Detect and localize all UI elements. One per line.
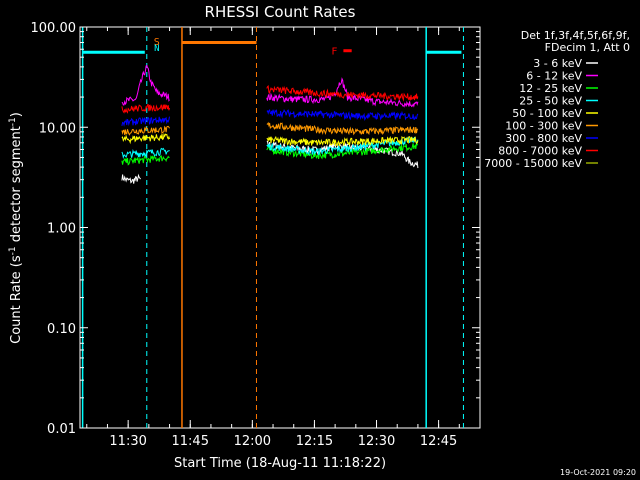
series-100-300-keV-kev <box>121 121 419 136</box>
x-tick-label: 12:00 <box>234 434 271 449</box>
saa-label: S <box>154 37 160 48</box>
series-12-25-keV-kev <box>121 141 419 166</box>
legend-label: 300 - 800 keV <box>505 132 582 145</box>
series-line <box>121 147 170 160</box>
series-line <box>266 108 419 121</box>
series-line <box>266 135 419 147</box>
y-tick-label: 1.00 <box>47 222 76 237</box>
series-line <box>121 132 170 145</box>
legend-label: 800 - 7000 keV <box>498 145 582 158</box>
y-tick-label: 100.00 <box>31 21 77 36</box>
x-axis-label: Start Time (18-Aug-11 11:18:22) <box>174 456 386 471</box>
legend-label: 25 - 50 keV <box>519 95 582 108</box>
y-axis-label-part2: detector segment <box>9 126 24 246</box>
plot-frame <box>79 26 481 429</box>
markers-layer: SN F <box>81 27 464 428</box>
series-25-50-keV-kev <box>121 136 419 160</box>
flare-label: F <box>331 47 337 58</box>
series-300-800-keV-kev <box>121 108 419 127</box>
y-tick-label: 0.01 <box>47 422 76 437</box>
y-axis-label: Count Rate (s-1 detector segment-1) <box>8 112 24 344</box>
series-line <box>121 64 170 106</box>
legend-label: 50 - 100 keV <box>512 107 582 120</box>
legend: Det 1f,3f,4f,5f,6f,9f, FDecim 1, Att 0 3… <box>484 29 630 170</box>
legend-label: 100 - 300 keV <box>505 120 582 133</box>
legend-label: 3 - 6 keV <box>533 57 582 70</box>
x-tick-label: 11:45 <box>172 434 209 449</box>
series-800-7000-keV-kev <box>121 85 419 114</box>
legend-header-line1: Det 1f,3f,4f,5f,6f,9f, <box>521 29 630 42</box>
ticks-layer: 11:30 11:45 12:00 12:15 12:30 12:45 0.01 0.10 1.… <box>31 21 481 449</box>
x-tick-label: 12:45 <box>420 434 457 449</box>
series-line <box>266 85 419 102</box>
legend-header-line2: FDecim 1, Att 0 <box>545 41 630 54</box>
series-line <box>121 125 170 136</box>
legend-label: 6 - 12 keV <box>526 70 582 83</box>
y-tick-label: 10.00 <box>39 121 76 136</box>
x-tick-label: 12:30 <box>358 434 395 449</box>
series-line <box>266 141 419 160</box>
legend-label: 12 - 25 keV <box>519 82 582 95</box>
night-label: N <box>154 44 159 54</box>
y-axis-label-sup1: -1 <box>8 246 18 255</box>
legend-label: 7000 - 15000 keV <box>484 157 582 170</box>
series-line <box>121 116 170 127</box>
y-axis-label-part1: Count Rate (s <box>9 255 24 344</box>
series-line <box>121 173 141 184</box>
y-axis-label-sup2: -1 <box>8 117 18 126</box>
x-tick-label: 12:15 <box>296 434 333 449</box>
series-layer <box>121 64 419 184</box>
plot-border <box>79 26 481 429</box>
series-line <box>266 121 419 136</box>
series-line <box>266 77 419 108</box>
series-line <box>121 103 170 114</box>
y-axis-label-part3: ) <box>9 112 24 117</box>
footer-timestamp: 19-Oct-2021 09:20 <box>560 468 636 477</box>
y-tick-label: 0.10 <box>47 322 76 337</box>
series-line <box>121 154 170 166</box>
series-6-12-keV-kev <box>121 64 419 108</box>
x-tick-label: 11:30 <box>109 434 146 449</box>
series-50-100-keV-kev <box>121 132 419 147</box>
series-line <box>266 136 419 157</box>
chart-title: RHESSI Count Rates <box>205 3 356 21</box>
